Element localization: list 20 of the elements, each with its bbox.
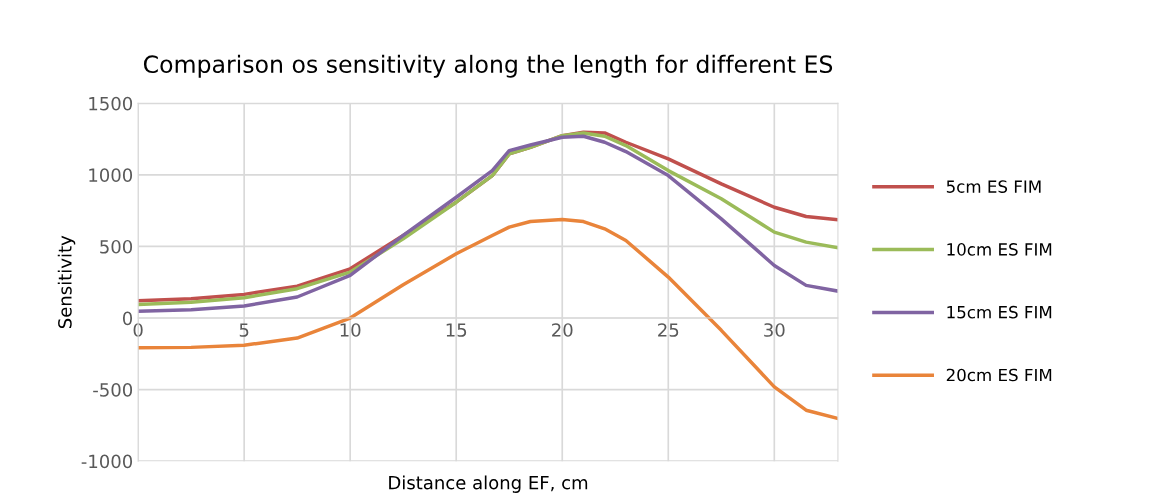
- x-tick-label: 15: [446, 323, 467, 337]
- x-tick-label: 0: [133, 323, 143, 337]
- x-tick-label: 20: [552, 323, 573, 337]
- legend-label: 10cm ES FIM: [947, 243, 1052, 256]
- x-tick-label: 5: [239, 323, 249, 337]
- y-axis-title: Sensitivity: [57, 235, 76, 329]
- y-tick-label: 0: [122, 311, 133, 326]
- x-tick-label: 25: [658, 323, 679, 337]
- y-tick-label: -1000: [81, 454, 133, 469]
- y-tick-label: 1000: [89, 168, 133, 182]
- legend-label: 15cm ES FIM: [947, 305, 1052, 319]
- y-tick-label: 1500: [89, 96, 133, 111]
- x-axis-title: Distance along EF, cm: [389, 475, 588, 493]
- legend-label: 20cm ES FIM: [946, 368, 1052, 382]
- y-tick-label: 500: [100, 239, 133, 254]
- x-tick-label: 10: [340, 323, 361, 337]
- x-tick-label: 30: [764, 323, 785, 337]
- chart-title: Comparison os sensitivity along the length for different ES: [143, 54, 833, 78]
- legend-label: 5cm ES FIM: [946, 180, 1041, 193]
- y-tick-label: -500: [93, 383, 133, 397]
